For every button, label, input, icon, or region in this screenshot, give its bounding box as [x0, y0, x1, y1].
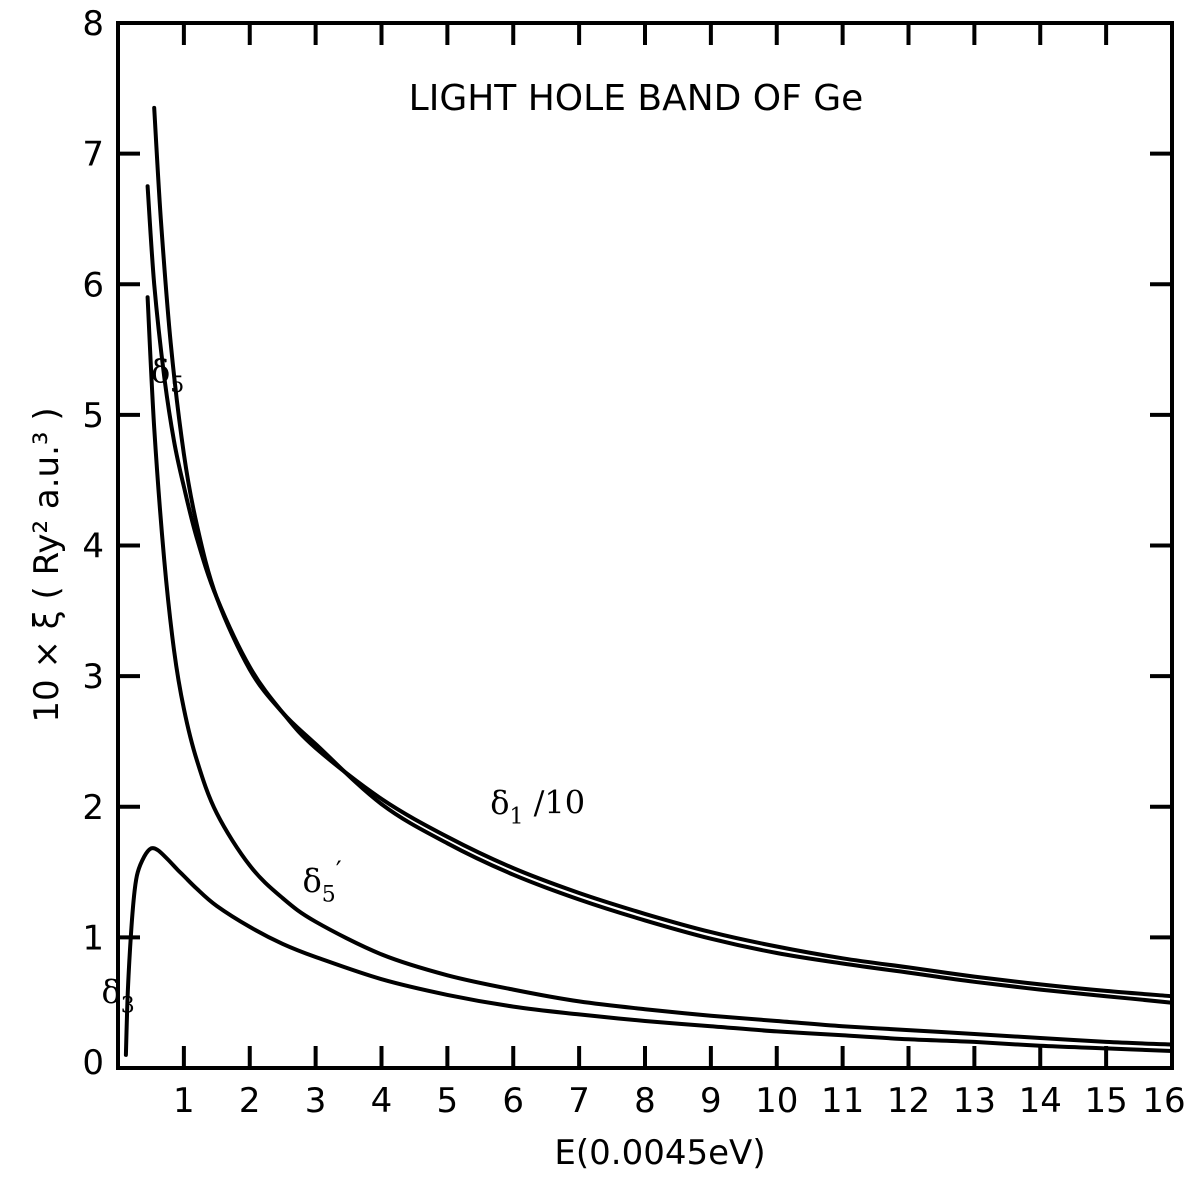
y-tick-label: 5	[82, 396, 104, 436]
x-tick-label: 1	[173, 1081, 195, 1121]
curve-label-3: δ5′	[302, 857, 341, 908]
chart-title: LIGHT HOLE BAND OF Ge	[409, 78, 864, 119]
y-axis-title: 10 × ξ ( Ry² a.u.³ )	[27, 407, 67, 722]
x-tick-label: 3	[305, 1081, 327, 1121]
x-tick-label: 5	[437, 1081, 459, 1121]
y-tick-label: 2	[82, 788, 104, 828]
y-tick-label: 3	[82, 657, 104, 697]
plot-frame	[118, 23, 1172, 1068]
y-tick-label: 0	[82, 1043, 104, 1083]
x-tick-label: 7	[568, 1081, 590, 1121]
series-line-3	[148, 297, 1172, 1044]
x-tick-label: 16	[1142, 1081, 1185, 1121]
x-tick-label: 13	[953, 1081, 996, 1121]
x-tick-label: 4	[371, 1081, 393, 1121]
x-tick-label: 6	[502, 1081, 524, 1121]
x-tick-label: 10	[755, 1081, 798, 1121]
y-tick-label: 4	[82, 527, 104, 567]
x-axis-title: E(0.0045eV)	[554, 1133, 765, 1173]
y-tick-label: 8	[82, 4, 104, 44]
curve-label-2: δ1 /10	[490, 783, 585, 829]
y-tick-label: 1	[82, 918, 104, 958]
x-tick-label: 11	[821, 1081, 864, 1121]
x-tick-label: 12	[887, 1081, 930, 1121]
y-tick-label: 7	[82, 135, 104, 175]
x-tick-label: 9	[700, 1081, 722, 1121]
x-tick-label: 14	[1019, 1081, 1062, 1121]
x-tick-label: 8	[634, 1081, 656, 1121]
x-tick-label: 15	[1084, 1081, 1127, 1121]
series-line-2	[148, 186, 1172, 996]
x-tick-label: 2	[239, 1081, 261, 1121]
y-tick-label: 6	[82, 265, 104, 305]
series-line-4	[126, 848, 1172, 1055]
